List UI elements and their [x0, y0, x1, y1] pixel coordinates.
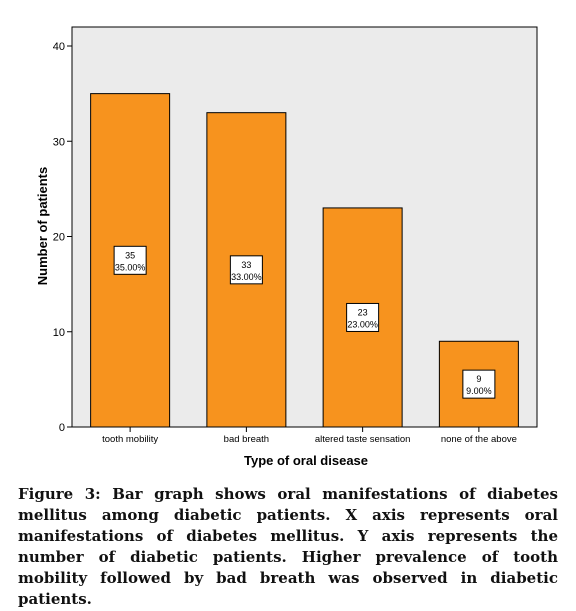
data-label: 9 9.00%: [462, 369, 496, 399]
x-tick-label: altered taste sensation: [315, 434, 411, 445]
bar-chart: 0 10 20 30 40 35 35.00% 33 33.00% 23 23.00% 9 9.00%…: [35, 26, 538, 468]
x-tick-label: none of the above: [441, 434, 517, 445]
data-label-percent: 33.00%: [231, 272, 262, 282]
y-axis-title: Number of patients: [35, 167, 50, 285]
y-tick-label: 20: [53, 232, 65, 244]
x-tick-label: tooth mobility: [102, 434, 158, 445]
data-label-count: 33: [241, 260, 251, 270]
data-label-count: 9: [476, 374, 481, 384]
data-label-percent: 9.00%: [466, 386, 492, 396]
y-tick-label: 10: [53, 327, 65, 339]
data-label-box: [229, 255, 263, 285]
data-label-box: [113, 245, 147, 275]
data-label: 33 33.00%: [229, 255, 263, 285]
data-label-percent: 35.00%: [115, 262, 146, 272]
data-label-count: 23: [358, 307, 368, 317]
y-tick-label: 40: [53, 41, 65, 53]
figure-caption: Figure 3: Bar graph shows oral manifesta…: [18, 485, 558, 608]
x-axis-title: Type of oral disease: [244, 453, 368, 468]
data-label-box: [462, 369, 496, 399]
data-label-percent: 23.00%: [347, 319, 378, 329]
y-axis: 0 10 20 30 40: [53, 41, 72, 434]
data-label-count: 35: [125, 250, 135, 260]
data-label: 35 35.00%: [113, 245, 147, 275]
data-label: 23 23.00%: [346, 302, 380, 332]
data-label-box: [346, 302, 380, 332]
x-axis: tooth mobility bad breath altered taste se…: [102, 427, 517, 445]
x-tick-label: bad breath: [224, 434, 269, 445]
y-tick-label: 0: [59, 422, 65, 434]
y-tick-label: 30: [53, 136, 65, 148]
